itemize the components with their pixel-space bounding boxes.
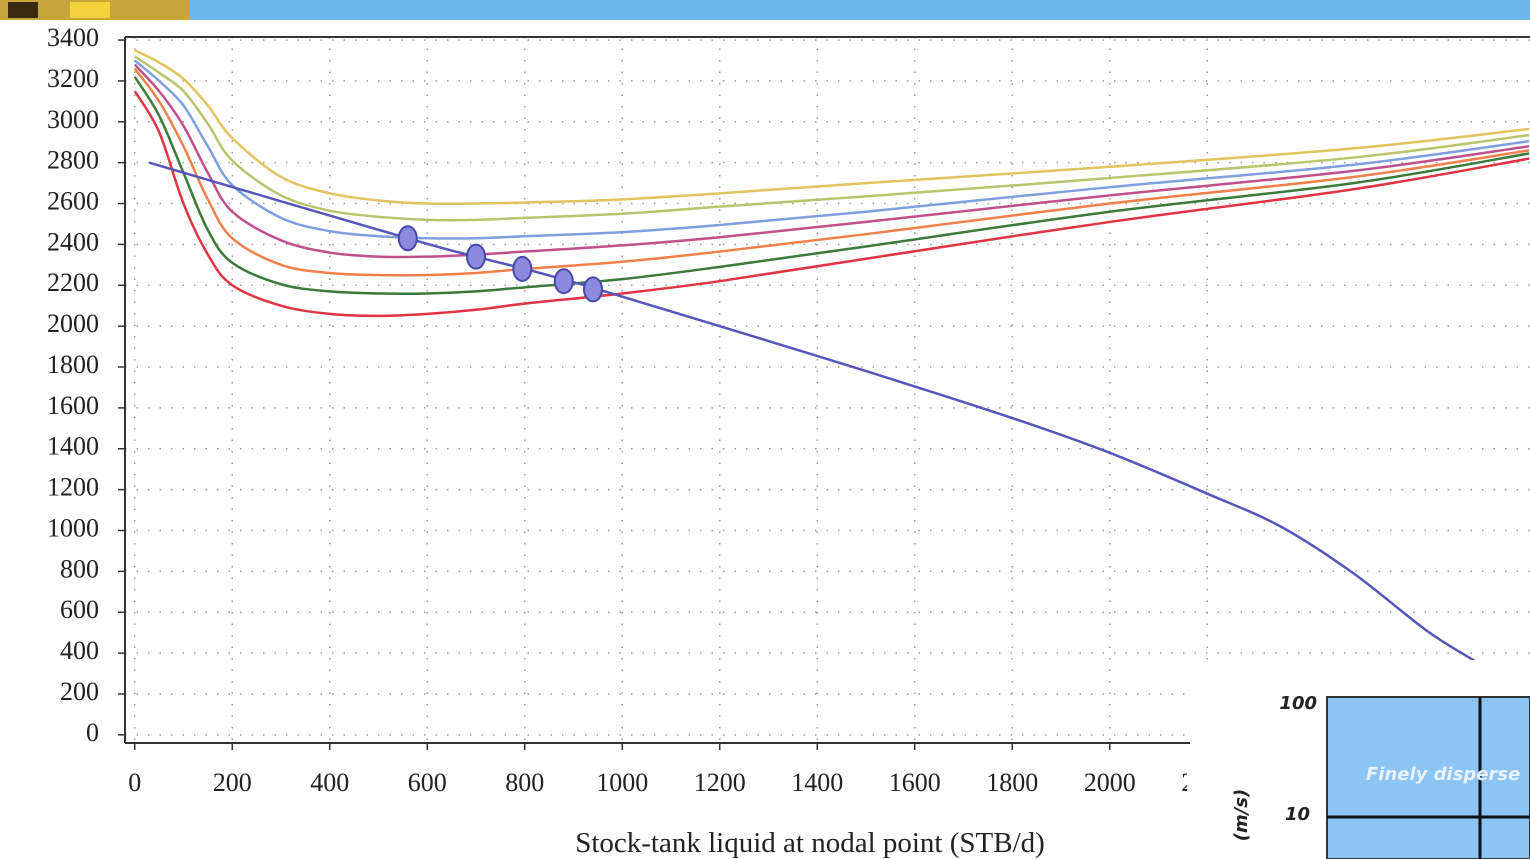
y-tick-label: 2800 bbox=[47, 146, 99, 175]
curve bbox=[133, 90, 1530, 318]
x-tick-label: 1400 bbox=[791, 768, 843, 797]
inset-region-label: Finely disperse bbox=[1366, 764, 1520, 785]
intersection-marker bbox=[512, 255, 533, 282]
intersection-marker bbox=[397, 225, 418, 252]
inset-tick-label: 10 bbox=[1285, 804, 1310, 825]
series-group bbox=[133, 49, 1530, 663]
x-tick-label: 2000 bbox=[1084, 768, 1136, 797]
y-tick-label: 3200 bbox=[47, 64, 99, 93]
x-tick-label: 1000 bbox=[596, 768, 648, 797]
y-tick-label: 200 bbox=[60, 677, 99, 706]
curve bbox=[133, 67, 1530, 277]
y-tick-label: 3400 bbox=[47, 23, 99, 52]
grid bbox=[125, 37, 1530, 743]
x-tick-label: 200 bbox=[213, 768, 252, 797]
y-tick-label: 800 bbox=[60, 554, 99, 583]
y-tick-label: 2600 bbox=[47, 187, 99, 216]
inset-axis-label: (m/s) bbox=[1231, 789, 1252, 842]
x-tick-label: 600 bbox=[408, 768, 447, 797]
plot: 0200400600800100012001400160018002000220… bbox=[47, 23, 1530, 797]
intersection-marker bbox=[466, 243, 487, 270]
y-tick-label: 1600 bbox=[47, 391, 99, 420]
curve bbox=[134, 49, 1530, 206]
x-tick-label: 1800 bbox=[986, 768, 1038, 797]
intersection-marker bbox=[583, 276, 604, 303]
inset-tick-label: 100 bbox=[1279, 693, 1317, 714]
y-tick-label: 1000 bbox=[47, 513, 99, 542]
curve bbox=[134, 55, 1530, 222]
x-tick-label: 800 bbox=[505, 768, 544, 797]
banner bbox=[0, 0, 1530, 20]
curve bbox=[133, 59, 1530, 240]
x-axis-label: Stock-tank liquid at nodal point (STB/d) bbox=[575, 827, 1045, 859]
intersection-marker bbox=[553, 268, 574, 295]
y-tick-label: 2000 bbox=[47, 309, 99, 338]
y-tick-label: 600 bbox=[60, 595, 99, 624]
y-tick-label: 1800 bbox=[47, 350, 99, 379]
inset: 100 10 (m/s) Finely disperse bbox=[1187, 660, 1530, 859]
y-tick-label: 3000 bbox=[47, 105, 99, 134]
y-tick-label: 400 bbox=[60, 636, 99, 665]
curve bbox=[133, 76, 1530, 295]
y-tick-label: 2400 bbox=[47, 227, 99, 256]
y-tick-label: 0 bbox=[86, 718, 99, 747]
curve bbox=[133, 63, 1530, 259]
x-tick-label: 1600 bbox=[889, 768, 941, 797]
inset-panel bbox=[1326, 696, 1530, 859]
x-tick-label: 0 bbox=[128, 768, 141, 797]
y-tick-label: 1400 bbox=[47, 432, 99, 461]
y-tick-label: 2200 bbox=[47, 268, 99, 297]
x-tick-label: 400 bbox=[310, 768, 349, 797]
y-tick-label: 1200 bbox=[47, 473, 99, 502]
banner-image bbox=[70, 2, 110, 18]
x-tick-label: 1200 bbox=[694, 768, 746, 797]
banner-image bbox=[8, 2, 38, 18]
